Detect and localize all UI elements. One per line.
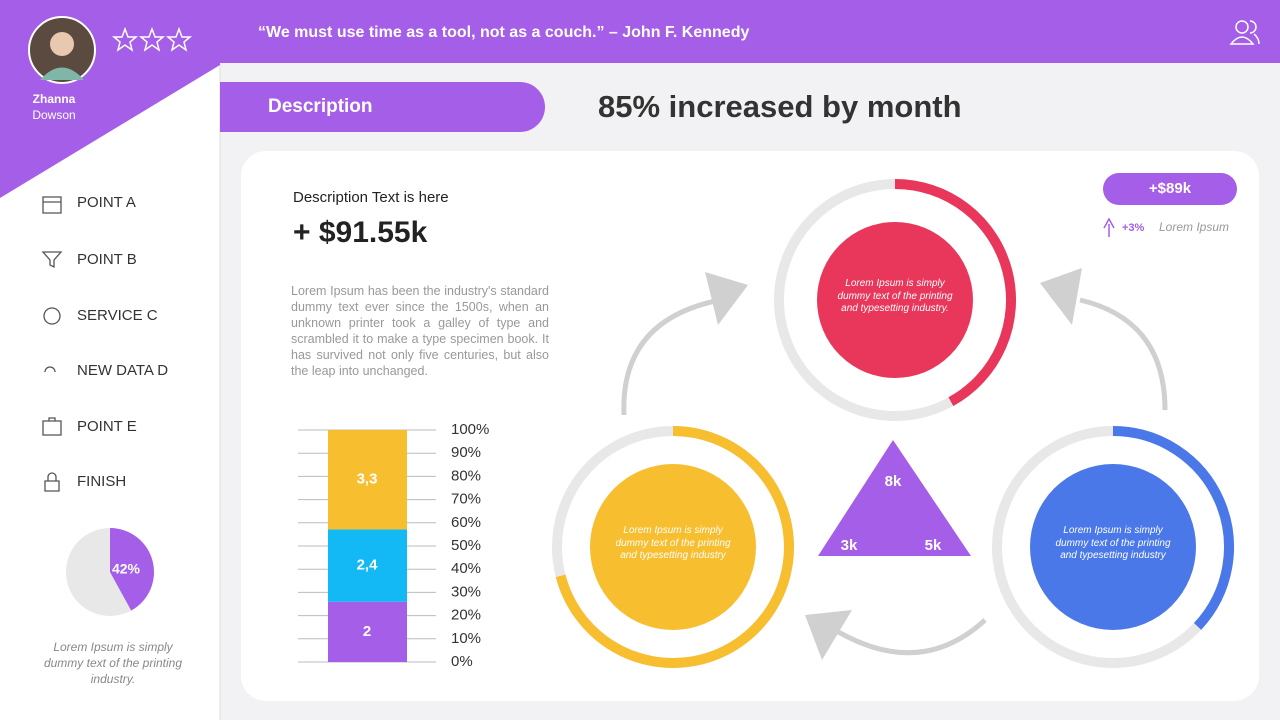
ring-core — [817, 222, 973, 378]
y-tick-label: 70% — [451, 491, 481, 508]
pie-slice — [110, 528, 155, 611]
y-tick-label: 40% — [451, 560, 481, 577]
ring-core — [1030, 464, 1196, 630]
badge-amount: +$89k — [1149, 180, 1192, 197]
summary-body: Lorem Ipsum has been the industry's stan… — [291, 284, 549, 378]
menu-item: POINT E — [77, 418, 137, 435]
menu-item: POINT B — [77, 251, 137, 268]
ring-text: Lorem Ipsum is simply dummy text of the … — [615, 525, 731, 561]
y-tick-label: 90% — [451, 444, 481, 461]
summary-label: Description Text is here — [293, 189, 449, 206]
triangle-right: 5k — [925, 537, 942, 554]
avatar-body — [40, 67, 84, 80]
card — [241, 151, 1259, 701]
menu-item: SERVICE C — [77, 307, 158, 324]
tab-label: Description — [268, 96, 373, 117]
bar-segment — [328, 601, 407, 662]
y-tick-label: 30% — [451, 583, 481, 600]
ring-core — [590, 464, 756, 630]
triangle-top: 8k — [885, 473, 902, 490]
pie-label: 42% — [112, 561, 141, 577]
y-tick-label: 100% — [451, 421, 489, 438]
ring-text: Lorem Ipsum is simply dummy text of the … — [1055, 525, 1171, 561]
triangle — [818, 440, 971, 556]
y-tick-label: 60% — [451, 514, 481, 531]
bar-label: 2,4 — [357, 557, 379, 574]
last-name: Dowson — [32, 108, 75, 122]
bar-label: 3,3 — [357, 471, 378, 488]
badge-change: +3% — [1122, 222, 1145, 234]
menu-item: FINISH — [77, 473, 126, 490]
menu-item: NEW DATA D — [77, 362, 168, 379]
triangle-left: 3k — [841, 537, 858, 554]
ring-text: Lorem Ipsum is simply dummy text of the … — [837, 278, 953, 314]
menu-icon — [42, 417, 62, 436]
y-tick-label: 80% — [451, 467, 481, 484]
bar-label: 2 — [363, 623, 371, 640]
badge — [1103, 173, 1237, 205]
y-tick-label: 20% — [451, 607, 481, 624]
header-bar — [220, 0, 1280, 63]
avatar-face — [50, 32, 74, 56]
ring-progress — [1112, 426, 1234, 630]
first-name: Zhanna — [33, 92, 76, 106]
ring-progress — [894, 179, 1016, 407]
up-arrow — [1103, 217, 1115, 237]
users-icon — [1229, 20, 1260, 45]
summary-amount: + $91.55k — [293, 216, 428, 249]
badge-note: Lorem Ipsum — [1159, 220, 1229, 234]
y-tick-label: 0% — [451, 653, 473, 670]
cycle-arrows — [621, 297, 1168, 656]
menu-icon — [44, 366, 56, 373]
menu-icon — [43, 307, 61, 325]
menu-icon — [41, 251, 63, 269]
bar-segment — [328, 529, 407, 602]
ring-progress — [555, 426, 794, 668]
arrow-heads — [705, 268, 1082, 660]
pie-caption: Lorem Ipsum is simply dummy text of the … — [43, 640, 183, 686]
menu-icon — [44, 472, 60, 492]
y-tick-label: 10% — [451, 630, 481, 647]
headline: 85% increased by month — [598, 89, 962, 124]
y-tick-label: 50% — [451, 537, 481, 554]
tab — [220, 82, 545, 132]
menu-item: POINT A — [77, 194, 136, 211]
bar-segment — [328, 430, 407, 530]
menu-icon — [42, 196, 62, 214]
stars — [111, 26, 193, 52]
quote: “We must use time as a tool, not as a co… — [258, 24, 749, 41]
